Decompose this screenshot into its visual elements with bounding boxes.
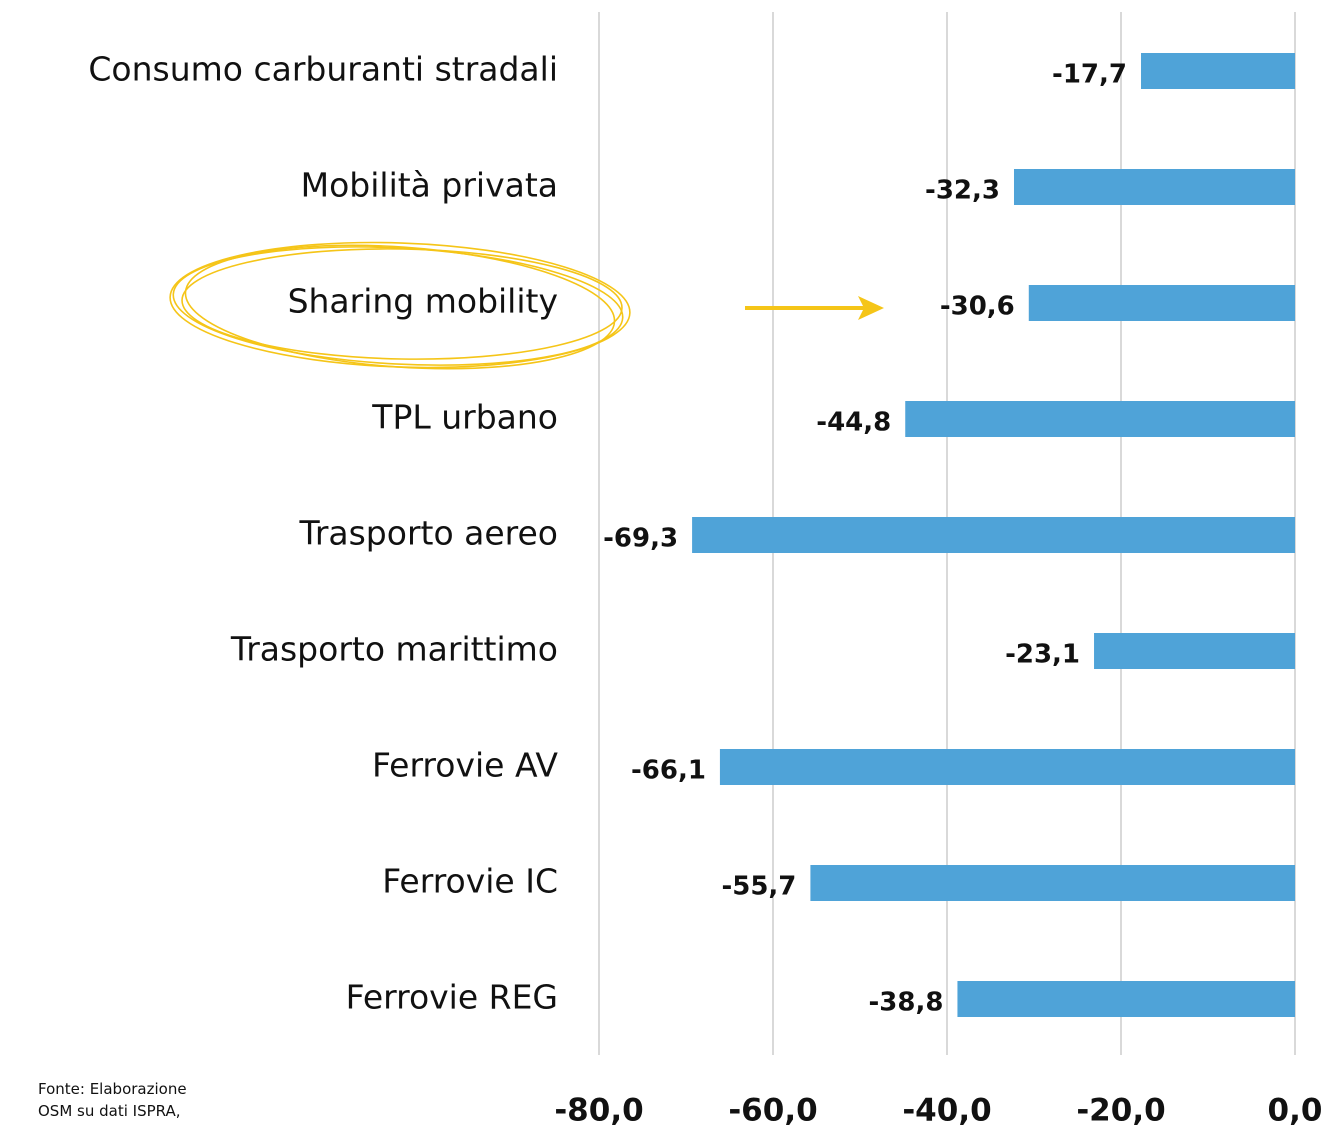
category-label: Trasporto aereo <box>299 514 558 553</box>
category-label: Sharing mobility <box>288 282 558 321</box>
highlight-ellipse <box>169 241 631 370</box>
value-label: -38,8 <box>868 988 943 1018</box>
bar <box>1013 169 1295 205</box>
x-tick-label: 0,0 <box>1268 1093 1323 1129</box>
bar <box>1028 285 1295 321</box>
value-label: -17,7 <box>1052 60 1127 90</box>
value-label: -44,8 <box>816 408 891 438</box>
source-note: OSM su dati ISPRA, <box>38 1102 181 1120</box>
bar <box>905 401 1295 437</box>
value-label: -32,3 <box>925 176 1000 206</box>
bar <box>719 749 1295 785</box>
category-label: Trasporto marittimo <box>230 630 558 669</box>
category-label: Consumo carburanti stradali <box>88 50 558 89</box>
category-label: Ferrovie IC <box>382 862 558 901</box>
bar <box>692 517 1295 553</box>
x-tick-label: -40,0 <box>902 1093 991 1129</box>
bar <box>957 981 1295 1017</box>
x-tick-label: -80,0 <box>554 1093 643 1129</box>
x-tick-label: -60,0 <box>728 1093 817 1129</box>
category-label: TPL urbano <box>371 398 558 437</box>
highlight-arrow <box>745 296 884 320</box>
value-label: -69,3 <box>603 524 678 554</box>
value-label: -66,1 <box>631 756 706 786</box>
category-label: Mobilità privata <box>301 166 558 205</box>
category-label: Ferrovie AV <box>372 746 558 785</box>
bar <box>1094 633 1295 669</box>
value-label: -30,6 <box>940 292 1015 322</box>
x-tick-label: -20,0 <box>1076 1093 1165 1129</box>
value-label: -23,1 <box>1005 640 1080 670</box>
bar <box>1141 53 1295 89</box>
source-note: Fonte: Elaborazione <box>38 1080 187 1098</box>
value-label: -55,7 <box>721 872 796 902</box>
bar <box>810 865 1295 901</box>
category-label: Ferrovie REG <box>346 978 558 1017</box>
